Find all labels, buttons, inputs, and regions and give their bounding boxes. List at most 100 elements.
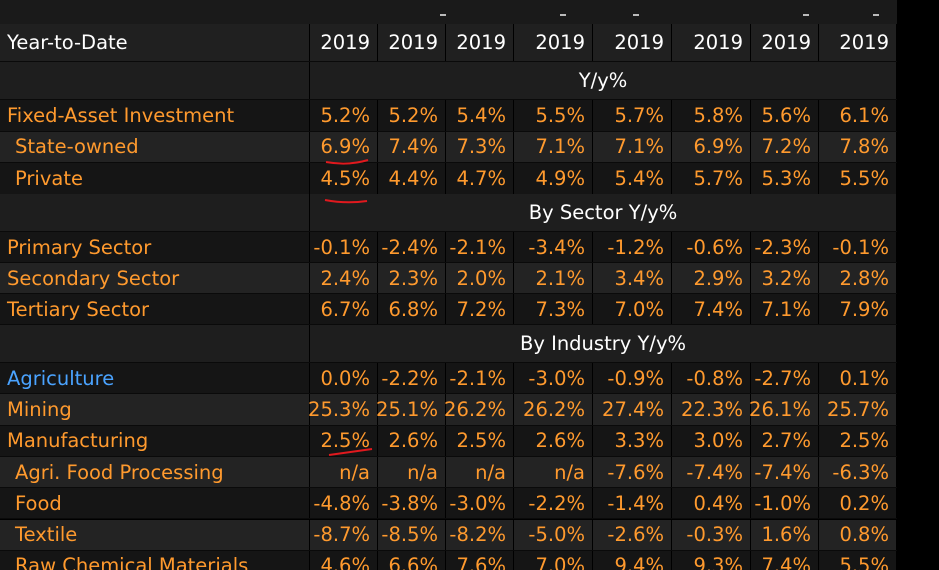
value-cell: 7.4% bbox=[672, 294, 751, 324]
year-header[interactable]: 2019 bbox=[751, 24, 819, 61]
year-header[interactable]: 2019 bbox=[310, 24, 378, 61]
value-cell: 2.8% bbox=[819, 263, 897, 293]
value-cell: 2.5% bbox=[819, 425, 897, 456]
value-cell: -2.4% bbox=[378, 232, 446, 262]
value-cell: 6.8% bbox=[378, 294, 446, 324]
section-header-yy: Y/y% bbox=[0, 62, 897, 100]
value-cell: 7.3% bbox=[446, 131, 514, 162]
value-cell: 2.9% bbox=[672, 263, 751, 293]
row-label[interactable]: Mining bbox=[0, 394, 310, 425]
row-label[interactable]: Agriculture bbox=[0, 363, 310, 394]
value-cell: 2.3% bbox=[378, 263, 446, 293]
value-cell: -2.6% bbox=[593, 519, 672, 550]
value-cell: 4.4% bbox=[378, 163, 446, 194]
row-label[interactable]: Private bbox=[0, 163, 310, 194]
table-row[interactable]: Textile -8.7% -8.5% -8.2% -5.0% -2.6% -0.3% 1.6… bbox=[0, 519, 897, 551]
value-cell: 4.7% bbox=[446, 163, 514, 194]
value-cell: 5.4% bbox=[446, 100, 514, 131]
value-cell: -1.2% bbox=[593, 232, 672, 262]
value-cell: -2.2% bbox=[514, 488, 593, 519]
value-cell: 7.1% bbox=[593, 131, 672, 162]
row-label[interactable]: Textile bbox=[0, 519, 310, 550]
value-cell: 25.1% bbox=[376, 394, 446, 425]
year-header[interactable]: 2019 bbox=[672, 24, 751, 61]
row-label[interactable]: Raw Chemical Materials bbox=[0, 550, 310, 570]
row-label[interactable]: Fixed-Asset Investment bbox=[0, 100, 310, 131]
table-row[interactable]: Manufacturing 2.5% 2.6% 2.5% 2.6% 3.3% 3.0% 2.7… bbox=[0, 425, 897, 457]
value-cell: n/a bbox=[514, 456, 593, 488]
table-row[interactable]: Tertiary Sector 6.7% 6.8% 7.2% 7.3% 7.0% 7.4% 7… bbox=[0, 294, 897, 325]
value-cell: -2.7% bbox=[751, 363, 819, 394]
year-header[interactable]: 2019 bbox=[378, 24, 446, 61]
value-cell: 2.5% bbox=[310, 425, 378, 456]
value-cell: -8.5% bbox=[378, 519, 446, 550]
value-cell: 7.2% bbox=[751, 131, 819, 162]
value-cell: 6.1% bbox=[819, 100, 897, 131]
table-row[interactable]: State-owned 6.9% 7.4% 7.3% 7.1% 7.1% 6.9% 7.2% 7… bbox=[0, 131, 897, 163]
value-cell: -1.4% bbox=[593, 488, 672, 519]
value-cell: 6.9% bbox=[310, 131, 378, 162]
value-cell: -0.8% bbox=[672, 363, 751, 394]
value-cell: 3.2% bbox=[751, 263, 819, 293]
year-header[interactable]: 2019 bbox=[593, 24, 672, 61]
section-header-sector: By Sector Y/y% bbox=[0, 194, 897, 232]
value-cell: 0.2% bbox=[819, 488, 897, 519]
table-row[interactable]: Agriculture 0.0% -2.2% -2.1% -3.0% -0.9% -0.8%… bbox=[0, 363, 897, 395]
value-cell: -5.0% bbox=[514, 519, 593, 550]
value-cell: -7.4% bbox=[751, 456, 819, 488]
column-header-strip bbox=[0, 0, 897, 25]
value-cell: 2.6% bbox=[514, 425, 593, 456]
value-cell: 5.3% bbox=[751, 163, 819, 194]
value-cell: -7.6% bbox=[593, 456, 672, 488]
value-cell: -0.6% bbox=[672, 232, 751, 262]
year-header[interactable]: 2019 bbox=[514, 24, 593, 61]
value-cell: -3.0% bbox=[514, 363, 593, 394]
row-label[interactable]: Tertiary Sector bbox=[0, 294, 310, 324]
value-cell: 5.7% bbox=[593, 100, 672, 131]
value-cell: 4.6% bbox=[310, 550, 378, 570]
year-header[interactable]: 2019 bbox=[446, 24, 514, 61]
year-header[interactable]: 2019 bbox=[819, 24, 897, 61]
row-label[interactable]: Agri. Food Processing bbox=[0, 456, 310, 488]
row-label[interactable]: Primary Sector bbox=[0, 232, 310, 262]
value-cell: -1.0% bbox=[751, 488, 819, 519]
value-cell: -0.9% bbox=[593, 363, 672, 394]
value-cell: 3.3% bbox=[593, 425, 672, 456]
row-label[interactable]: Manufacturing bbox=[0, 425, 310, 456]
row-label[interactable]: State-owned bbox=[0, 131, 310, 162]
table-row[interactable]: Primary Sector -0.1% -2.4% -2.1% -3.4% -1.2% -… bbox=[0, 232, 897, 263]
value-cell: 7.2% bbox=[446, 294, 514, 324]
value-cell: 7.8% bbox=[819, 131, 897, 162]
table-row[interactable]: Agri. Food Processing n/a n/a n/a n/a -7.6% -7… bbox=[0, 456, 897, 489]
table-row[interactable]: Fixed-Asset Investment 5.2% 5.2% 5.4% 5.5% 5.… bbox=[0, 100, 897, 132]
value-cell: 2.6% bbox=[378, 425, 446, 456]
value-cell: 26.2% bbox=[444, 394, 514, 425]
value-cell: 27.4% bbox=[593, 394, 672, 425]
value-cell: 0.1% bbox=[819, 363, 897, 394]
value-cell: 0.8% bbox=[819, 519, 897, 550]
table-row[interactable]: Secondary Sector 2.4% 2.3% 2.0% 2.1% 3.4% 2.9%… bbox=[0, 263, 897, 294]
row-label[interactable]: Food bbox=[0, 488, 310, 519]
value-cell: 25.7% bbox=[819, 394, 897, 425]
value-cell: -2.1% bbox=[446, 363, 514, 394]
value-cell: -4.8% bbox=[310, 488, 378, 519]
value-cell: 7.4% bbox=[751, 550, 819, 570]
row-label[interactable]: Secondary Sector bbox=[0, 263, 310, 293]
value-cell: 6.9% bbox=[672, 131, 751, 162]
value-cell: 3.0% bbox=[672, 425, 751, 456]
value-cell: 5.6% bbox=[751, 100, 819, 131]
value-cell: 2.0% bbox=[446, 263, 514, 293]
value-cell: n/a bbox=[378, 456, 446, 488]
table-row[interactable]: Food -4.8% -3.8% -3.0% -2.2% -1.4% 0.4% -1.0% 0.… bbox=[0, 488, 897, 520]
value-cell: 5.8% bbox=[672, 100, 751, 131]
value-cell: -0.1% bbox=[310, 232, 378, 262]
value-cell: -3.8% bbox=[378, 488, 446, 519]
table-row[interactable]: Private 4.5% 4.4% 4.7% 4.9% 5.4% 5.7% 5.3% 5.5% bbox=[0, 163, 897, 195]
table-row[interactable]: Mining 25.3% 25.1% 26.2% 26.2% 27.4% 22.3% 26.1… bbox=[0, 394, 897, 426]
section-title: By Industry Y/y% bbox=[310, 325, 897, 362]
table-row[interactable]: Raw Chemical Materials 4.6% 6.6% 7.6% 7.0% 9.… bbox=[0, 550, 897, 570]
value-cell: 2.5% bbox=[446, 425, 514, 456]
value-cell: n/a bbox=[446, 456, 514, 488]
value-cell: 3.4% bbox=[593, 263, 672, 293]
value-cell: 4.9% bbox=[514, 163, 593, 194]
